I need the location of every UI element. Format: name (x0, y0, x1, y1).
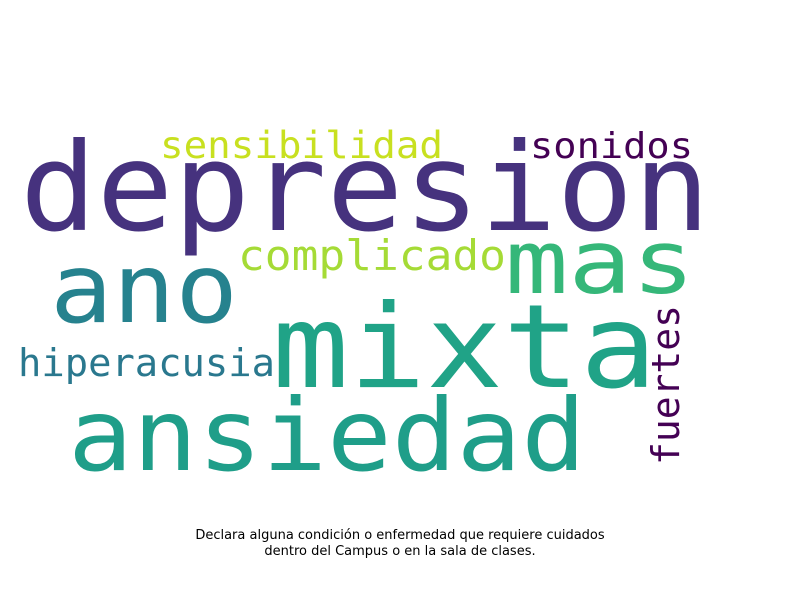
word-sensibilidad: sensibilidad (160, 124, 443, 167)
word-ano: ano (50, 233, 238, 345)
word-mas: mas (505, 211, 695, 314)
caption-line-2: dentro del Campus o en la sala de clases… (264, 544, 536, 559)
chart-caption: Declara alguna condición o enfermedad qu… (0, 528, 800, 560)
word-hiperacusia: hiperacusia (18, 341, 275, 385)
word-depresion: depresion (20, 117, 710, 259)
word-sonidos: sonidos (530, 126, 693, 167)
word-mixta: mixta (272, 280, 657, 415)
word-complicado: complicado (238, 231, 506, 280)
caption-line-1: Declara alguna condición o enfermedad qu… (195, 528, 605, 543)
word-fuertes: fuertes (644, 305, 688, 465)
word-ansiedad: ansiedad (68, 377, 586, 494)
